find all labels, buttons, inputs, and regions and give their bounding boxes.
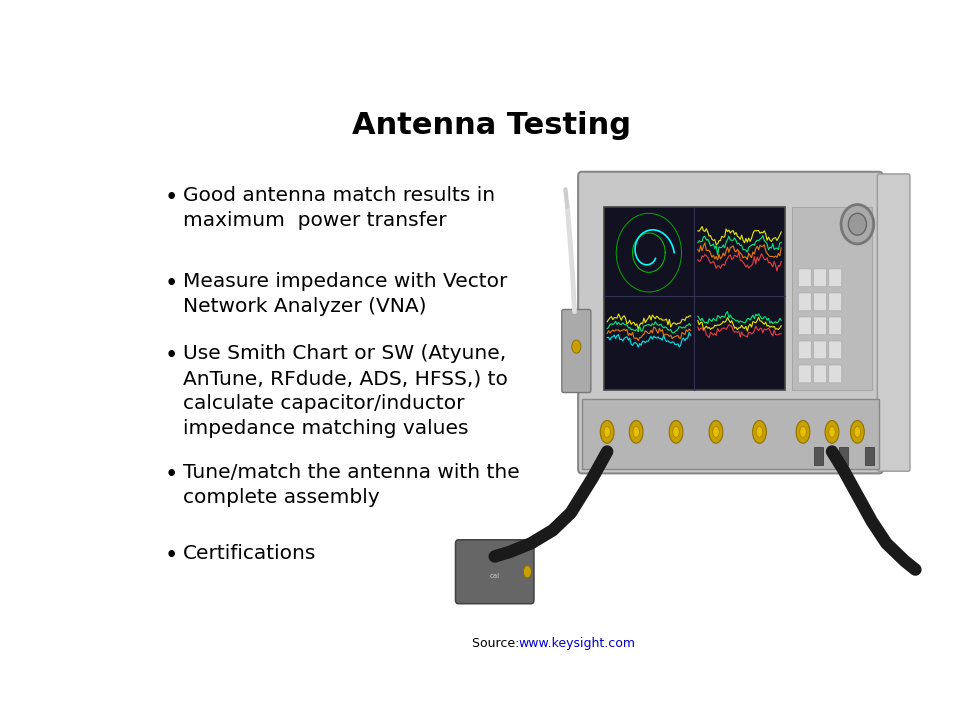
- Ellipse shape: [854, 426, 861, 437]
- Ellipse shape: [849, 213, 867, 235]
- Ellipse shape: [669, 420, 683, 444]
- Bar: [839, 447, 849, 464]
- Ellipse shape: [604, 426, 611, 437]
- FancyBboxPatch shape: [813, 269, 827, 287]
- FancyBboxPatch shape: [799, 317, 811, 335]
- Ellipse shape: [712, 426, 719, 437]
- Ellipse shape: [673, 426, 680, 437]
- FancyBboxPatch shape: [799, 365, 811, 383]
- Ellipse shape: [851, 420, 864, 444]
- FancyBboxPatch shape: [813, 317, 827, 335]
- FancyBboxPatch shape: [456, 540, 534, 603]
- Ellipse shape: [753, 420, 766, 444]
- Ellipse shape: [800, 426, 806, 437]
- Text: Source:: Source:: [472, 637, 524, 650]
- FancyBboxPatch shape: [828, 269, 842, 287]
- FancyBboxPatch shape: [578, 172, 883, 474]
- Ellipse shape: [709, 420, 723, 444]
- FancyBboxPatch shape: [799, 341, 811, 359]
- Text: cal: cal: [490, 573, 500, 579]
- Ellipse shape: [828, 426, 835, 437]
- Ellipse shape: [600, 420, 614, 444]
- Text: www.keysight.com: www.keysight.com: [518, 637, 636, 650]
- FancyBboxPatch shape: [799, 293, 811, 311]
- FancyBboxPatch shape: [828, 341, 842, 359]
- Ellipse shape: [572, 340, 581, 354]
- Ellipse shape: [629, 420, 643, 444]
- FancyBboxPatch shape: [813, 341, 827, 359]
- Ellipse shape: [796, 420, 810, 444]
- Text: Good antenna match results in
maximum  power transfer: Good antenna match results in maximum po…: [183, 186, 495, 230]
- Ellipse shape: [841, 204, 874, 244]
- Ellipse shape: [633, 426, 639, 437]
- Ellipse shape: [523, 566, 531, 578]
- FancyBboxPatch shape: [813, 293, 827, 311]
- FancyBboxPatch shape: [828, 293, 842, 311]
- Text: Antenna Testing: Antenna Testing: [352, 112, 632, 140]
- Bar: [865, 447, 874, 464]
- FancyBboxPatch shape: [813, 365, 827, 383]
- FancyBboxPatch shape: [562, 310, 590, 392]
- Ellipse shape: [756, 426, 763, 437]
- Text: Certifications: Certifications: [183, 544, 317, 563]
- Text: Use Smith Chart or SW (Atyune,
AnTune, RFdude, ADS, HFSS,) to
calculate capacito: Use Smith Chart or SW (Atyune, AnTune, R…: [183, 344, 508, 438]
- Bar: [792, 207, 872, 390]
- FancyBboxPatch shape: [828, 365, 842, 383]
- Text: •: •: [165, 272, 178, 295]
- Text: Measure impedance with Vector
Network Analyzer (VNA): Measure impedance with Vector Network An…: [183, 272, 508, 316]
- FancyBboxPatch shape: [799, 269, 811, 287]
- Ellipse shape: [825, 420, 839, 444]
- Text: •: •: [165, 344, 178, 367]
- FancyBboxPatch shape: [877, 174, 910, 471]
- FancyBboxPatch shape: [828, 317, 842, 335]
- Text: •: •: [165, 464, 178, 487]
- Text: •: •: [165, 544, 178, 567]
- Text: •: •: [165, 186, 178, 210]
- Bar: [604, 207, 785, 390]
- Bar: [582, 399, 879, 469]
- Bar: [814, 447, 823, 464]
- Text: Tune/match the antenna with the
complete assembly: Tune/match the antenna with the complete…: [183, 464, 520, 508]
